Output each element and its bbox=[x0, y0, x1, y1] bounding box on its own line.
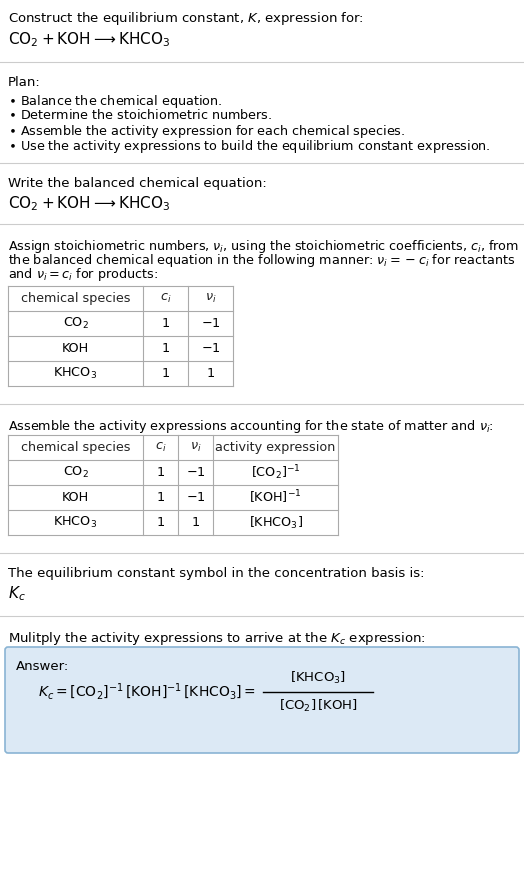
Text: $-1$: $-1$ bbox=[201, 317, 220, 330]
Text: $\mathrm{CO_2}$: $\mathrm{CO_2}$ bbox=[62, 465, 89, 480]
Bar bbox=[8, 435, 338, 535]
Text: $\bullet$ Determine the stoichiometric numbers.: $\bullet$ Determine the stoichiometric n… bbox=[8, 108, 272, 122]
Text: $[\mathrm{KHCO_3}]$: $[\mathrm{KHCO_3}]$ bbox=[248, 514, 302, 530]
Text: activity expression: activity expression bbox=[215, 441, 336, 454]
Bar bbox=[8, 286, 233, 386]
FancyBboxPatch shape bbox=[5, 647, 519, 753]
Text: Answer:: Answer: bbox=[16, 660, 69, 673]
Text: $[\mathrm{KOH}]^{-1}$: $[\mathrm{KOH}]^{-1}$ bbox=[249, 488, 302, 506]
Text: 1: 1 bbox=[206, 367, 214, 380]
Text: $\bullet$ Balance the chemical equation.: $\bullet$ Balance the chemical equation. bbox=[8, 93, 222, 110]
Text: $-1$: $-1$ bbox=[185, 466, 205, 479]
Text: $[\mathrm{KHCO_3}]$: $[\mathrm{KHCO_3}]$ bbox=[290, 670, 346, 686]
Text: $\bullet$ Assemble the activity expression for each chemical species.: $\bullet$ Assemble the activity expressi… bbox=[8, 123, 405, 140]
Text: $\mathrm{KHCO_3}$: $\mathrm{KHCO_3}$ bbox=[53, 366, 97, 381]
Text: chemical species: chemical species bbox=[21, 441, 130, 454]
Text: $\mathrm{KHCO_3}$: $\mathrm{KHCO_3}$ bbox=[53, 515, 97, 530]
Text: $\nu_i$: $\nu_i$ bbox=[190, 441, 201, 454]
Text: KOH: KOH bbox=[62, 342, 89, 355]
Text: $\nu_i$: $\nu_i$ bbox=[205, 292, 216, 305]
Text: 1: 1 bbox=[161, 367, 170, 380]
Text: $[\mathrm{CO_2}]^{-1}$: $[\mathrm{CO_2}]^{-1}$ bbox=[250, 463, 300, 482]
Text: Assign stoichiometric numbers, $\nu_i$, using the stoichiometric coefficients, $: Assign stoichiometric numbers, $\nu_i$, … bbox=[8, 238, 519, 255]
Text: $K_c = [\mathrm{CO_2}]^{-1}\,[\mathrm{KOH}]^{-1}\,[\mathrm{KHCO_3}] = $: $K_c = [\mathrm{CO_2}]^{-1}\,[\mathrm{KO… bbox=[38, 681, 256, 702]
Text: and $\nu_i = c_i$ for products:: and $\nu_i = c_i$ for products: bbox=[8, 266, 158, 283]
Text: $\mathrm{CO_2 + KOH \longrightarrow KHCO_3}$: $\mathrm{CO_2 + KOH \longrightarrow KHCO… bbox=[8, 30, 170, 49]
Text: $[\mathrm{CO_2}]\,[\mathrm{KOH}]$: $[\mathrm{CO_2}]\,[\mathrm{KOH}]$ bbox=[279, 698, 357, 714]
Text: KOH: KOH bbox=[62, 491, 89, 504]
Text: $c_i$: $c_i$ bbox=[155, 441, 166, 454]
Text: the balanced chemical equation in the following manner: $\nu_i = -c_i$ for react: the balanced chemical equation in the fo… bbox=[8, 252, 516, 269]
Text: 1: 1 bbox=[191, 516, 200, 529]
Text: $c_i$: $c_i$ bbox=[160, 292, 171, 305]
Text: $K_c$: $K_c$ bbox=[8, 584, 26, 603]
Text: $\bullet$ Use the activity expressions to build the equilibrium constant express: $\bullet$ Use the activity expressions t… bbox=[8, 138, 490, 155]
Text: 1: 1 bbox=[161, 317, 170, 330]
Text: Construct the equilibrium constant, $K$, expression for:: Construct the equilibrium constant, $K$,… bbox=[8, 10, 364, 27]
Text: Write the balanced chemical equation:: Write the balanced chemical equation: bbox=[8, 177, 267, 190]
Text: The equilibrium constant symbol in the concentration basis is:: The equilibrium constant symbol in the c… bbox=[8, 567, 424, 580]
Text: 1: 1 bbox=[161, 342, 170, 355]
Text: Plan:: Plan: bbox=[8, 76, 41, 89]
Text: $\mathrm{CO_2 + KOH \longrightarrow KHCO_3}$: $\mathrm{CO_2 + KOH \longrightarrow KHCO… bbox=[8, 194, 170, 213]
Text: Assemble the activity expressions accounting for the state of matter and $\nu_i$: Assemble the activity expressions accoun… bbox=[8, 418, 494, 435]
Text: $-1$: $-1$ bbox=[201, 342, 220, 355]
Text: 1: 1 bbox=[157, 516, 165, 529]
Text: chemical species: chemical species bbox=[21, 292, 130, 305]
Text: 1: 1 bbox=[157, 491, 165, 504]
Text: 1: 1 bbox=[157, 466, 165, 479]
Text: Mulitply the activity expressions to arrive at the $K_c$ expression:: Mulitply the activity expressions to arr… bbox=[8, 630, 426, 647]
Text: $-1$: $-1$ bbox=[185, 491, 205, 504]
Text: $\mathrm{CO_2}$: $\mathrm{CO_2}$ bbox=[62, 316, 89, 331]
